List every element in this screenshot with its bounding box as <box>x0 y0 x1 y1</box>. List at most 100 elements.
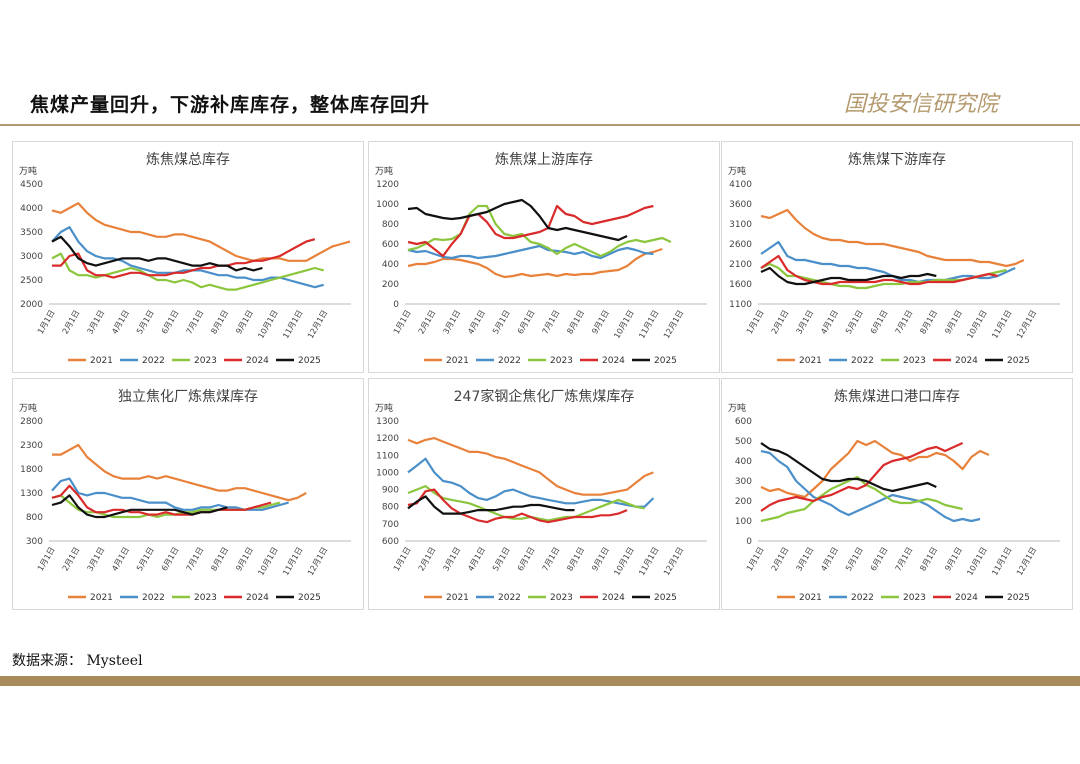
legend-label: 2022 <box>142 593 165 603</box>
legend-label: 2021 <box>446 356 469 366</box>
series-line-2023 <box>407 204 672 258</box>
legend-label: 2025 <box>1007 356 1030 366</box>
y-tick-label: 800 <box>382 503 399 513</box>
series-line-2024 <box>51 484 272 516</box>
y-tick-label: 600 <box>735 417 752 427</box>
series-line-2025 <box>760 266 937 286</box>
x-tick-label: 12月1日 <box>306 309 329 341</box>
x-tick-label: 2月1日 <box>417 309 438 336</box>
series-line-2021 <box>407 247 663 279</box>
y-tick-label: 1000 <box>376 468 399 478</box>
y-tick-label: 200 <box>382 280 399 290</box>
legend-label: 2022 <box>851 593 874 603</box>
y-tick-label: 1200 <box>376 434 399 444</box>
chart-panel-downstream: 炼焦煤下游库存 万吨 1100 1600 2100 2600 3100 3600 4100 1月1… <box>721 141 1073 373</box>
legend-label: 2022 <box>498 593 521 603</box>
x-tick-label: 9月1日 <box>590 309 611 336</box>
x-tick-label: 2月1日 <box>61 309 82 336</box>
series-line-2023 <box>407 484 645 522</box>
logo-text: 国投安信研究院 <box>844 92 1001 117</box>
y-tick-label: 4000 <box>20 204 43 214</box>
legend-label: 2022 <box>142 356 165 366</box>
x-tick-label: 8月1日 <box>209 309 230 336</box>
legend-label: 2025 <box>654 593 677 603</box>
x-tick-label: 7月1日 <box>185 309 206 336</box>
y-tick-label: 700 <box>382 520 399 530</box>
x-tick-label: 10月1日 <box>256 309 279 341</box>
y-tick-label: 300 <box>26 537 43 547</box>
legend-label: 2023 <box>903 593 926 603</box>
x-tick-label: 3月1日 <box>441 546 462 573</box>
y-tick-label: 100 <box>735 517 752 527</box>
x-tick-label: 2月1日 <box>61 546 82 573</box>
x-tick-label: 5月1日 <box>491 309 512 336</box>
x-tick-label: 4月1日 <box>110 546 131 573</box>
x-tick-label: 12月1日 <box>662 546 685 578</box>
x-tick-label: 8月1日 <box>565 546 586 573</box>
y-tick-label: 0 <box>746 537 752 547</box>
legend-label: 2025 <box>298 356 321 366</box>
x-tick-label: 11月1日 <box>281 546 304 578</box>
series-line-2025 <box>760 442 937 493</box>
chart-title: 炼焦煤上游库存 <box>495 152 593 168</box>
series-line-2025 <box>407 495 575 515</box>
x-tick-label: 10月1日 <box>612 546 635 578</box>
series-line-2025 <box>51 235 263 272</box>
chart-panel-steel-mill: 247家钢企焦化厂炼焦煤库存 万吨 600 700 800 900 1000 1100 1200… <box>368 378 720 610</box>
y-tick-label: 1100 <box>729 300 752 310</box>
x-tick-label: 6月1日 <box>869 546 890 573</box>
series-line-2024 <box>52 238 316 279</box>
x-tick-label: 8月1日 <box>918 309 939 336</box>
y-axis-unit: 万吨 <box>375 402 393 414</box>
x-tick-label: 9月1日 <box>234 309 255 336</box>
chart-title: 247家钢企焦化厂炼焦煤库存 <box>454 388 635 405</box>
y-tick-label: 300 <box>735 477 752 487</box>
x-tick-label: 6月1日 <box>516 309 537 336</box>
legend-label: 2021 <box>799 356 822 366</box>
x-tick-label: 11月1日 <box>637 546 660 578</box>
x-tick-label: 1月1日 <box>745 546 766 573</box>
x-tick-label: 5月1日 <box>491 546 512 573</box>
series-line-2021 <box>760 439 990 499</box>
y-tick-label: 1000 <box>376 200 399 210</box>
series-line-2022 <box>51 477 289 511</box>
legend-label: 2023 <box>194 593 217 603</box>
x-tick-label: 3月1日 <box>441 309 462 336</box>
x-tick-label: 4月1日 <box>819 546 840 573</box>
x-tick-label: 9月1日 <box>590 546 611 573</box>
y-tick-label: 1200 <box>376 180 399 190</box>
y-tick-label: 3100 <box>729 220 752 230</box>
chart-panel-coking-plant: 独立焦化厂炼焦煤库存 万吨 300 800 1300 1800 2300 2800 1月1日 2月… <box>12 378 364 610</box>
x-tick-label: 2月1日 <box>417 546 438 573</box>
x-tick-label: 5月1日 <box>844 309 865 336</box>
legend-label: 2024 <box>602 356 625 366</box>
x-tick-label: 3月1日 <box>85 309 106 336</box>
legend-label: 2024 <box>955 356 978 366</box>
x-tick-label: 9月1日 <box>234 546 255 573</box>
x-tick-label: 7月1日 <box>541 309 562 336</box>
y-tick-label: 1800 <box>20 465 43 475</box>
x-tick-label: 10月1日 <box>965 309 988 341</box>
x-tick-label: 4月1日 <box>466 309 487 336</box>
x-tick-label: 11月1日 <box>281 309 304 341</box>
x-tick-label: 1月1日 <box>392 546 413 573</box>
legend-label: 2021 <box>799 593 822 603</box>
legend-label: 2025 <box>298 593 321 603</box>
y-tick-label: 800 <box>382 220 399 230</box>
y-tick-label: 3000 <box>20 252 43 262</box>
y-tick-label: 1300 <box>376 417 399 427</box>
x-tick-label: 10月1日 <box>256 546 279 578</box>
legend-label: 2023 <box>550 593 573 603</box>
y-tick-label: 400 <box>735 457 752 467</box>
y-tick-label: 800 <box>26 513 43 523</box>
series-line-2024 <box>407 488 628 524</box>
x-tick-label: 6月1日 <box>869 309 890 336</box>
y-tick-label: 900 <box>382 486 399 496</box>
y-tick-label: 600 <box>382 240 399 250</box>
chart-panel-total: 炼焦煤总库存 万吨 2000 2500 3000 3500 4000 4500 1月1日 2月1日… <box>12 141 364 373</box>
x-tick-label: 7月1日 <box>894 546 915 573</box>
